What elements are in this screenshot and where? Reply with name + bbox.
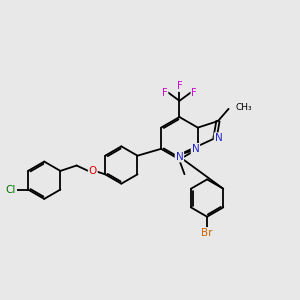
Text: F: F <box>162 88 167 98</box>
Text: F: F <box>177 81 182 91</box>
Text: Cl: Cl <box>6 184 16 195</box>
Text: F: F <box>191 88 197 98</box>
Text: CH₃: CH₃ <box>235 103 252 112</box>
Text: O: O <box>89 167 97 176</box>
Text: Br: Br <box>201 228 213 238</box>
Text: N: N <box>192 144 199 154</box>
Text: N: N <box>214 133 222 143</box>
Text: N: N <box>176 152 183 162</box>
